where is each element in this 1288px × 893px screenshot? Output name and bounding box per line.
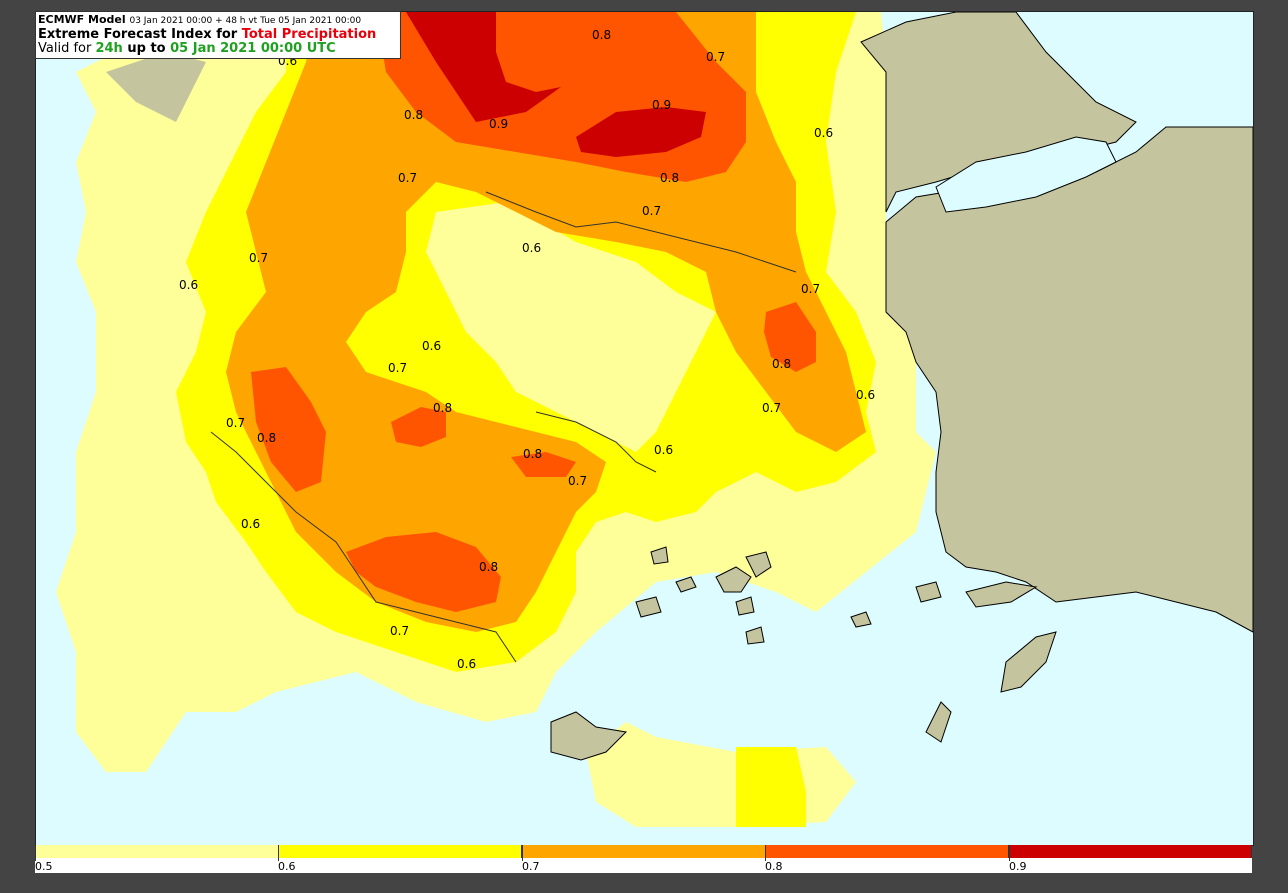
sea-marmara	[935, 136, 1117, 213]
contour-label: 0.8	[592, 28, 611, 42]
index-line: Extreme Forecast Index for Total Precipi…	[38, 28, 398, 42]
contour-labels: 0.8 0.7 0.6 0.9 0.8 0.9 0.6 0.8 0.7 0.7 …	[179, 28, 875, 671]
efi-region-0.8-euboea	[511, 452, 576, 477]
colorbar-tick	[765, 845, 766, 861]
land-northwest	[106, 52, 206, 122]
contour-label: 0.6	[654, 443, 673, 457]
efi-region-0.5-hole	[426, 202, 716, 452]
contour-label: 0.8	[479, 560, 498, 574]
valid-line: Valid for 24h up to 05 Jan 2021 00:00 UT…	[38, 42, 398, 56]
contour-label: 0.7	[642, 204, 661, 218]
efi-region-0.9-a	[406, 12, 561, 122]
contour-label: 0.9	[489, 117, 508, 131]
contour-label: 0.8	[257, 431, 276, 445]
contour-label: 0.9	[652, 98, 671, 112]
contour-label: 0.6	[814, 126, 833, 140]
parameter-name: Total Precipitation	[241, 27, 377, 42]
valid-date: 05 Jan 2021 00:00 UTC	[170, 41, 336, 56]
model-name: ECMWF Model	[38, 13, 126, 26]
land-crete-west	[550, 711, 628, 761]
contour-label: 0.7	[398, 171, 417, 185]
map-title-box: ECMWF Model 03 Jan 2021 00:00 + 48 h vt …	[35, 11, 401, 59]
efi-region-0.6-crete	[736, 747, 806, 827]
contour-label: 0.8	[660, 171, 679, 185]
valid-prefix: Valid for	[38, 41, 96, 56]
colorbar: 0.5 0.6 0.7 0.8 0.9	[35, 845, 1252, 873]
valid-mid: up to	[122, 41, 171, 56]
colorbar-segment-0.9	[1009, 845, 1252, 858]
contour-label: 0.6	[522, 241, 541, 255]
index-prefix: Extreme Forecast Index for	[38, 27, 242, 42]
colorbar-tick	[35, 845, 36, 861]
contour-label: 0.6	[856, 388, 875, 402]
contour-label: 0.7	[390, 624, 409, 638]
colorbar-segment-0.8	[765, 845, 1009, 858]
efi-region-0.9-b	[576, 107, 706, 157]
colorbar-tick	[278, 845, 279, 861]
contour-label: 0.6	[422, 339, 441, 353]
coastline-greece	[210, 191, 797, 663]
aegean-islands	[635, 546, 1038, 743]
land-rhodes	[1000, 631, 1057, 693]
contour-label: 0.6	[241, 517, 260, 531]
contour-label: 0.6	[179, 278, 198, 292]
contour-label: 0.8	[433, 401, 452, 415]
valid-period: 24h	[95, 41, 123, 56]
colorbar-tick	[522, 845, 523, 861]
efi-region-0.8-pelop	[346, 532, 501, 612]
map-panel: 0.8 0.7 0.6 0.9 0.8 0.9 0.6 0.8 0.7 0.7 …	[35, 11, 1254, 846]
colorbar-segment-0.5	[35, 845, 279, 858]
contour-label: 0.7	[568, 474, 587, 488]
colorbar-label-0.5: 0.5	[35, 860, 53, 873]
colorbar-tick	[1009, 845, 1010, 861]
contour-label: 0.7	[706, 50, 725, 64]
efi-region-0.8-central	[391, 407, 446, 447]
contour-label: 0.7	[226, 416, 245, 430]
efi-region-0.8-east	[764, 302, 816, 372]
contour-label: 0.7	[388, 361, 407, 375]
efi-map: 0.8 0.7 0.6 0.9 0.8 0.9 0.6 0.8 0.7 0.7 …	[56, 12, 1253, 827]
colorbar-label-0.6: 0.6	[278, 860, 296, 873]
contour-label: 0.7	[801, 282, 820, 296]
efi-region-0.5-crete	[586, 722, 856, 827]
colorbar-segment-0.6	[278, 845, 522, 858]
colorbar-segment-0.7	[522, 845, 766, 858]
colorbar-label-0.7: 0.7	[522, 860, 540, 873]
contour-label: 0.8	[772, 357, 791, 371]
colorbar-label-0.9: 0.9	[1009, 860, 1027, 873]
efi-region-0.8-epirus	[251, 367, 326, 492]
contour-label: 0.8	[404, 108, 423, 122]
contour-label: 0.6	[457, 657, 476, 671]
land-anatolia	[885, 126, 1253, 633]
colorbar-label-0.8: 0.8	[765, 860, 783, 873]
contour-label: 0.7	[762, 401, 781, 415]
model-line: ECMWF Model 03 Jan 2021 00:00 + 48 h vt …	[38, 13, 398, 28]
contour-label: 0.7	[249, 251, 268, 265]
run-info: 03 Jan 2021 00:00 + 48 h vt Tue 05 Jan 2…	[129, 16, 362, 26]
contour-label: 0.8	[523, 447, 542, 461]
